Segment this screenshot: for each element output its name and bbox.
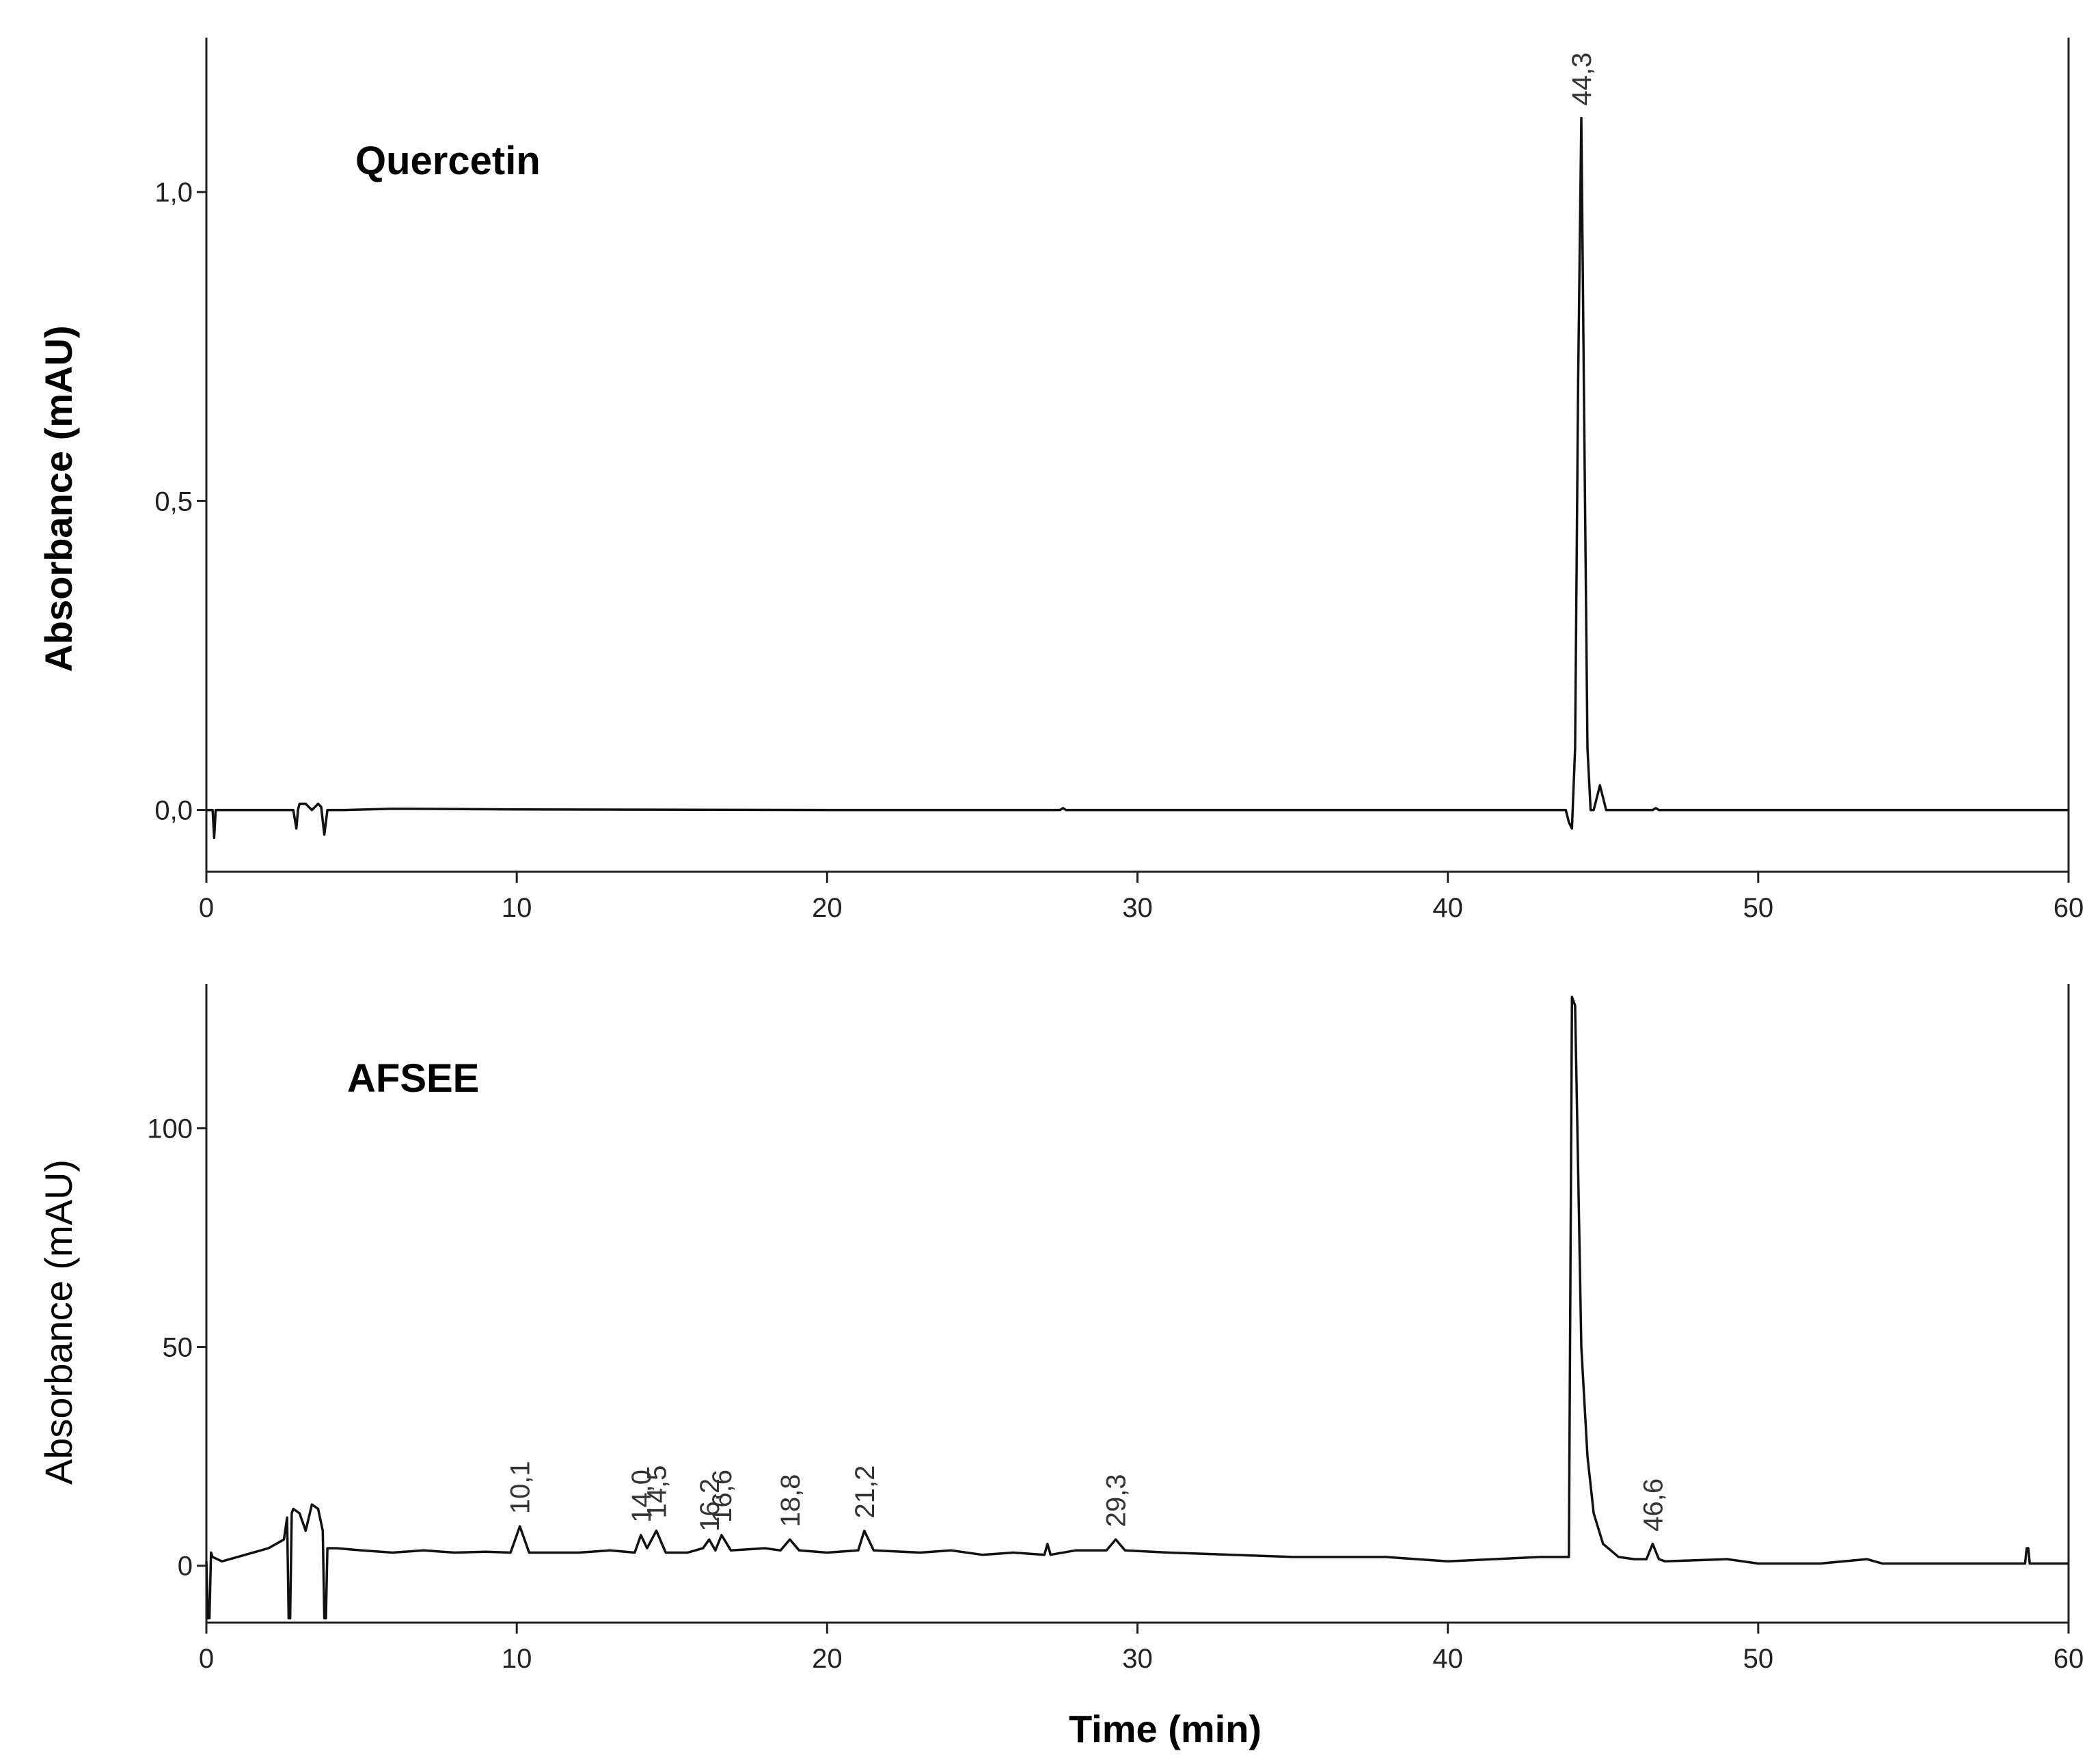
- afsee-peak-label: 16,6: [707, 1470, 737, 1523]
- quercetin-panel-title: Quercetin: [355, 139, 541, 183]
- quercetin-peak-labels: 44,3: [1567, 53, 1597, 106]
- quercetin-x-tick-label: 30: [1122, 893, 1153, 923]
- afsee-y-axis-label: Absorbance (mAU): [37, 1159, 80, 1485]
- afsee-x-tick-label: 60: [2054, 1644, 2084, 1674]
- afsee-peak-labels: 10,1 14,014,5 16,216,6 18,8 21,2 29,3 46,6: [506, 1461, 1669, 1531]
- afsee-x-axis-label: Time (min): [1069, 1707, 1262, 1750]
- afsee-trace-line: [205, 995, 2069, 1620]
- afsee-axes: [205, 984, 2070, 1624]
- afsee-peak-label: 46,6: [1638, 1478, 1668, 1532]
- afsee-x-tick-label: 40: [1432, 1644, 1463, 1674]
- quercetin-peak-label: 44,3: [1567, 53, 1597, 106]
- afsee-ticks: 0 10 20 30 40 50 60 0 50 100: [147, 1114, 2084, 1674]
- afsee-peak-label: 18,8: [776, 1474, 806, 1527]
- quercetin-trace-line: [206, 116, 2069, 840]
- afsee-y-tick-label: 50: [163, 1333, 193, 1363]
- afsee-y-tick-label: 0: [178, 1552, 193, 1582]
- quercetin-x-tick-label: 0: [199, 893, 214, 923]
- quercetin-x-tick-label: 40: [1432, 893, 1463, 923]
- afsee-x-tick-label: 10: [502, 1644, 532, 1674]
- quercetin-x-tick-label: 60: [2054, 893, 2084, 923]
- afsee-x-tick-label: 30: [1122, 1644, 1153, 1674]
- afsee-peak-label: 14,5: [642, 1465, 672, 1519]
- quercetin-x-tick-label: 20: [812, 893, 843, 923]
- afsee-panel: AFSEE Absorbance (mAU) 0 10 20 30 40 50 60 0 50 1…: [37, 984, 2084, 1750]
- afsee-peak-label: 10,1: [506, 1461, 536, 1514]
- afsee-peak-label: 29,3: [1102, 1474, 1132, 1527]
- afsee-peak-label: 16,2: [695, 1478, 725, 1532]
- quercetin-y-tick-label: 0,5: [154, 486, 193, 517]
- afsee-peak-label: 21,2: [850, 1465, 880, 1519]
- quercetin-panel: Quercetin Absorbance (mAU) 0 10 20 30 40 50 60…: [37, 38, 2084, 923]
- afsee-x-tick-label: 0: [199, 1644, 214, 1674]
- quercetin-ticks: 0 10 20 30 40 50 60 0,0 0,5 1,0: [154, 178, 2084, 923]
- quercetin-y-axis-label: Absorbance (mAU): [37, 325, 80, 672]
- afsee-x-tick-label: 20: [812, 1644, 843, 1674]
- quercetin-y-tick-label: 1,0: [154, 178, 193, 208]
- afsee-x-tick-label: 50: [1743, 1644, 1774, 1674]
- quercetin-x-tick-label: 50: [1743, 893, 1774, 923]
- afsee-peak-label: 14,0: [627, 1470, 657, 1523]
- quercetin-x-tick-label: 10: [502, 893, 532, 923]
- afsee-y-tick-label: 100: [147, 1114, 193, 1144]
- quercetin-y-tick-label: 0,0: [154, 796, 193, 826]
- afsee-panel-title: AFSEE: [347, 1056, 479, 1101]
